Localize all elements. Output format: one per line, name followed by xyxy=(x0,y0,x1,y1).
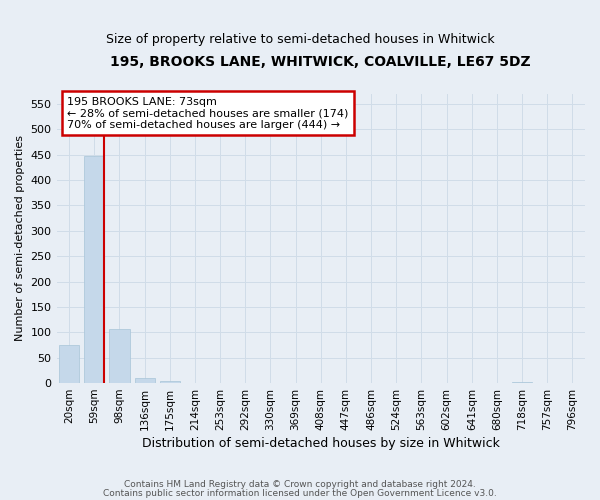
Bar xyxy=(84,156,104,383)
Text: 195 BROOKS LANE: 73sqm
← 28% of semi-detached houses are smaller (174)
70% of se: 195 BROOKS LANE: 73sqm ← 28% of semi-det… xyxy=(67,96,349,130)
Y-axis label: Number of semi-detached properties: Number of semi-detached properties xyxy=(15,136,25,342)
X-axis label: Distribution of semi-detached houses by size in Whitwick: Distribution of semi-detached houses by … xyxy=(142,437,500,450)
Text: Size of property relative to semi-detached houses in Whitwick: Size of property relative to semi-detach… xyxy=(106,32,494,46)
Text: Contains public sector information licensed under the Open Government Licence v3: Contains public sector information licen… xyxy=(103,488,497,498)
Bar xyxy=(160,380,180,383)
Bar xyxy=(59,345,79,383)
Text: Contains HM Land Registry data © Crown copyright and database right 2024.: Contains HM Land Registry data © Crown c… xyxy=(124,480,476,489)
Title: 195, BROOKS LANE, WHITWICK, COALVILLE, LE67 5DZ: 195, BROOKS LANE, WHITWICK, COALVILLE, L… xyxy=(110,55,531,69)
Bar xyxy=(134,378,155,383)
Bar xyxy=(512,382,532,383)
Bar xyxy=(109,330,130,383)
